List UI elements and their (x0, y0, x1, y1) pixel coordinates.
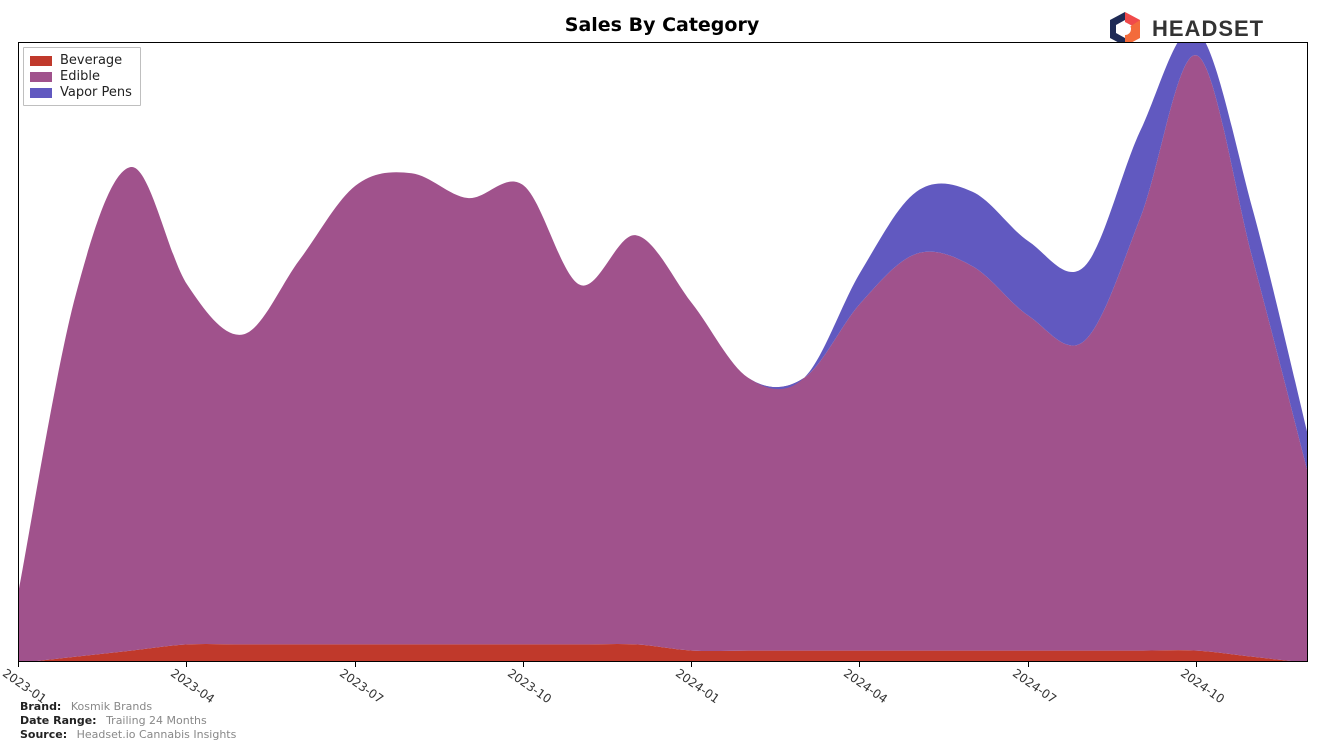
x-tick-label: 2023-07 (336, 666, 385, 706)
x-tick-mark (691, 662, 692, 667)
legend-label-edible: Edible (60, 69, 100, 84)
legend-item-beverage: Beverage (30, 53, 132, 68)
chart-metadata: Brand: Kosmik Brands Date Range: Trailin… (20, 700, 236, 742)
legend-item-edible: Edible (30, 69, 132, 84)
legend-label-beverage: Beverage (60, 53, 122, 68)
area-series-edible (19, 55, 1308, 662)
logo-text: HEADSET (1152, 16, 1264, 41)
chart-plot-area: BeverageEdibleVapor Pens (18, 42, 1308, 662)
x-tick-label: 2023-10 (505, 666, 554, 706)
x-tick-mark (355, 662, 356, 667)
legend-label-vaporpens: Vapor Pens (60, 85, 132, 100)
x-tick-label: 2024-01 (673, 666, 722, 706)
x-tick-mark (1028, 662, 1029, 667)
x-tick-mark (1196, 662, 1197, 667)
legend-item-vaporpens: Vapor Pens (30, 85, 132, 100)
legend-swatch-vaporpens (30, 88, 52, 98)
meta-daterange-label: Date Range: (20, 714, 97, 727)
meta-brand-label: Brand: (20, 700, 61, 713)
x-tick-label: 2024-07 (1010, 666, 1059, 706)
meta-daterange-value: Trailing 24 Months (106, 714, 207, 727)
meta-source-value: Headset.io Cannabis Insights (77, 728, 237, 741)
chart-legend: BeverageEdibleVapor Pens (23, 47, 141, 106)
meta-brand-value: Kosmik Brands (71, 700, 152, 713)
x-tick-label: 2024-10 (1178, 666, 1227, 706)
meta-source-label: Source: (20, 728, 67, 741)
x-tick-mark (186, 662, 187, 667)
x-tick-mark (523, 662, 524, 667)
x-tick-label: 2024-04 (841, 666, 890, 706)
x-tick-mark (18, 662, 19, 667)
stacked-area-svg (19, 43, 1308, 662)
x-tick-mark (859, 662, 860, 667)
legend-swatch-edible (30, 72, 52, 82)
legend-swatch-beverage (30, 56, 52, 66)
